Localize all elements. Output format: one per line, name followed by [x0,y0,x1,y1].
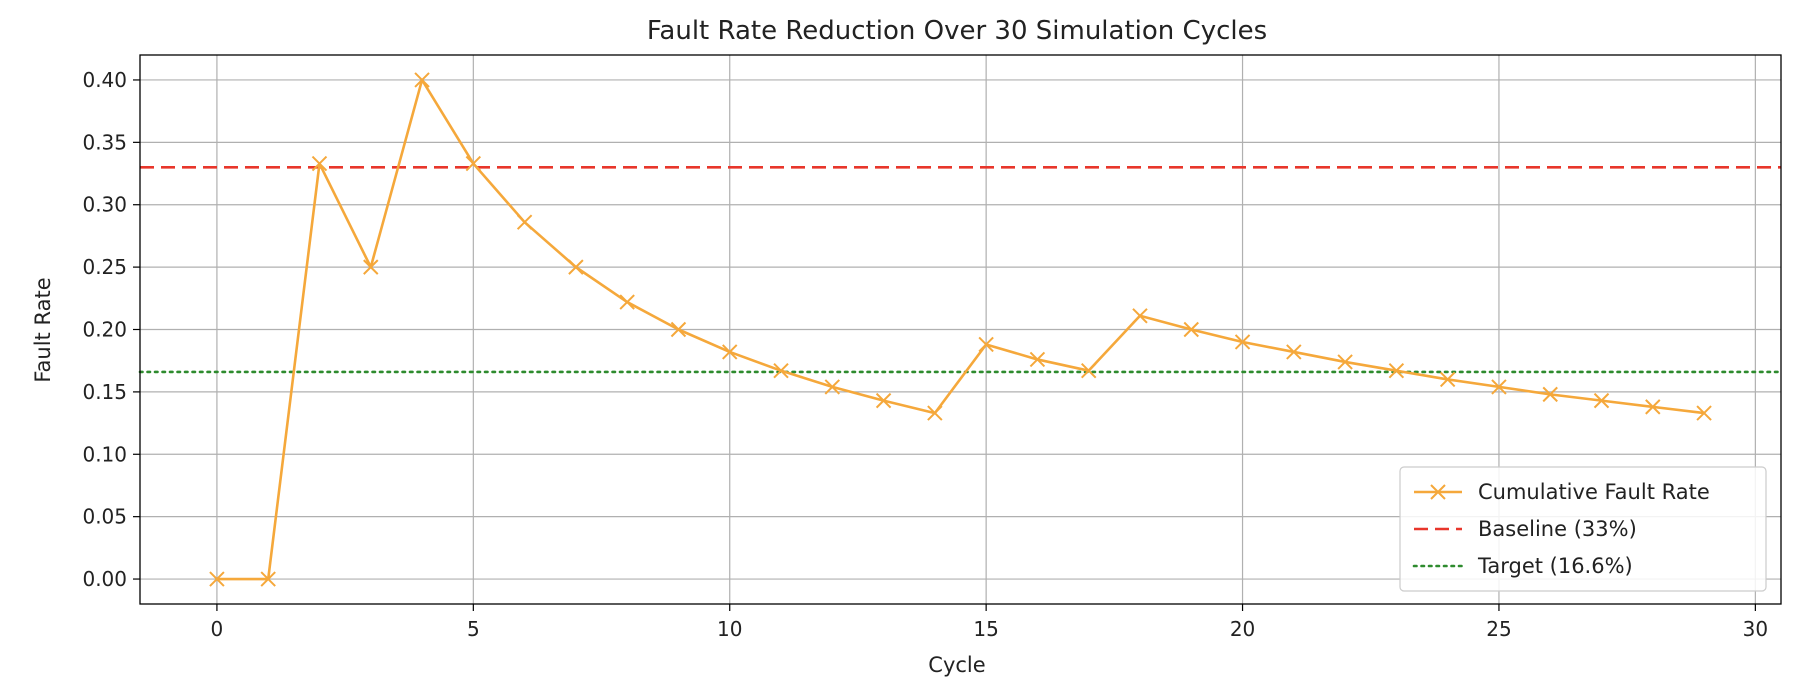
legend-entry: Baseline (33%) [1414,517,1637,541]
data-point-marker [1593,392,1610,409]
marker-stroke [927,405,943,421]
marker-stroke [1234,334,1251,350]
marker-stroke [465,155,482,172]
data-point-marker [414,72,430,88]
data-point-marker [722,344,738,360]
y-tick-label: 0.35 [82,130,127,154]
y-tick-label: 0.25 [82,255,127,279]
data-point-marker [1029,351,1046,368]
x-tick-label: 25 [1486,617,1511,641]
y-tick-label: 0.05 [82,505,127,529]
marker-stroke [1542,386,1558,403]
reference-lines [138,165,1783,374]
marker-stroke [1388,362,1405,379]
marker-stroke [670,321,687,338]
data-point-marker [773,362,789,379]
marker-stroke [209,571,225,587]
marker-stroke [875,392,892,409]
legend-frame [1399,466,1767,592]
data-point-marker [824,379,841,395]
grid [140,55,1781,604]
y-tick-label: 0.00 [82,567,127,591]
y-tick-label: 0.15 [82,380,127,404]
series-layer [209,72,1712,587]
data-point-marker [1080,362,1097,379]
marker-stroke [414,72,430,88]
x-tick-label: 15 [973,617,998,641]
marker-stroke [1080,362,1097,379]
data-point-marker [1286,344,1302,360]
data-point-marker [875,392,892,409]
x-tick-label: 30 [1743,617,1768,641]
marker-stroke [1183,321,1199,338]
marker-stroke [722,344,738,360]
marker-stroke [1286,344,1302,360]
data-point-marker [1388,362,1405,379]
data-point-marker [1491,379,1507,395]
legend: Cumulative Fault Rate Baseline (33%) Targe… [1399,466,1767,592]
marker-stroke [260,571,276,587]
marker-stroke [1491,379,1507,395]
data-point-marker [978,336,994,353]
data-point-marker [516,214,533,230]
marker-stroke [773,362,789,379]
data-point-marker [927,405,943,421]
axis-ticks: 0 5 10 15 20 25 30 0.00 0.05 0.10 0.15 0.20 0.25 0.30… [82,68,1768,641]
marker-stroke [619,294,635,310]
data-point-marker [1132,308,1148,324]
marker-stroke [516,214,533,230]
marker-stroke [363,259,379,275]
x-tick-label: 20 [1230,617,1255,641]
marker-stroke [824,379,841,395]
data-point-marker [670,321,687,338]
data-point-marker [1696,405,1712,421]
data-point-marker [260,571,276,587]
series-line [216,78,1705,581]
marker-stroke [1337,354,1353,370]
data-point-marker [465,155,482,172]
marker-stroke [1439,371,1456,388]
data-point-marker [209,571,225,587]
data-point-marker [1645,399,1661,415]
legend-label: Target (16.6%) [1477,554,1633,578]
marker-stroke [1593,392,1610,409]
data-point-marker [311,155,328,172]
x-tick-label: 0 [211,617,224,641]
y-tick-label: 0.10 [82,442,127,466]
data-point-marker [363,259,379,275]
x-axis-label: Cycle [928,653,985,677]
legend-entry: Cumulative Fault Rate [1414,480,1710,504]
data-point-marker [568,259,584,275]
data-point-marker [1337,354,1353,370]
data-point-marker [1439,371,1456,388]
marker-stroke [978,336,994,353]
marker-stroke [311,155,328,172]
y-tick-label: 0.40 [82,68,127,92]
legend-label: Cumulative Fault Rate [1478,480,1710,504]
legend-entry: Target (16.6%) [1412,554,1633,578]
marker-stroke [1645,399,1661,415]
chart-title: Fault Rate Reduction Over 30 Simulation … [647,16,1267,46]
y-tick-label: 0.20 [82,318,127,342]
legend-label: Baseline (33%) [1478,517,1637,541]
data-point-marker [1234,334,1251,350]
x-tick-label: 10 [717,617,742,641]
marker-stroke [568,259,584,275]
legend-marker [1430,484,1446,500]
marker-stroke [1696,405,1712,421]
x-tick-label: 5 [467,617,480,641]
data-point-marker [619,294,635,310]
y-axis-label: Fault Rate [31,277,55,382]
data-point-marker [1542,386,1558,403]
marker-stroke [1029,351,1046,368]
data-point-marker [1183,321,1199,338]
marker-stroke [1132,308,1148,324]
y-tick-label: 0.30 [82,193,127,217]
